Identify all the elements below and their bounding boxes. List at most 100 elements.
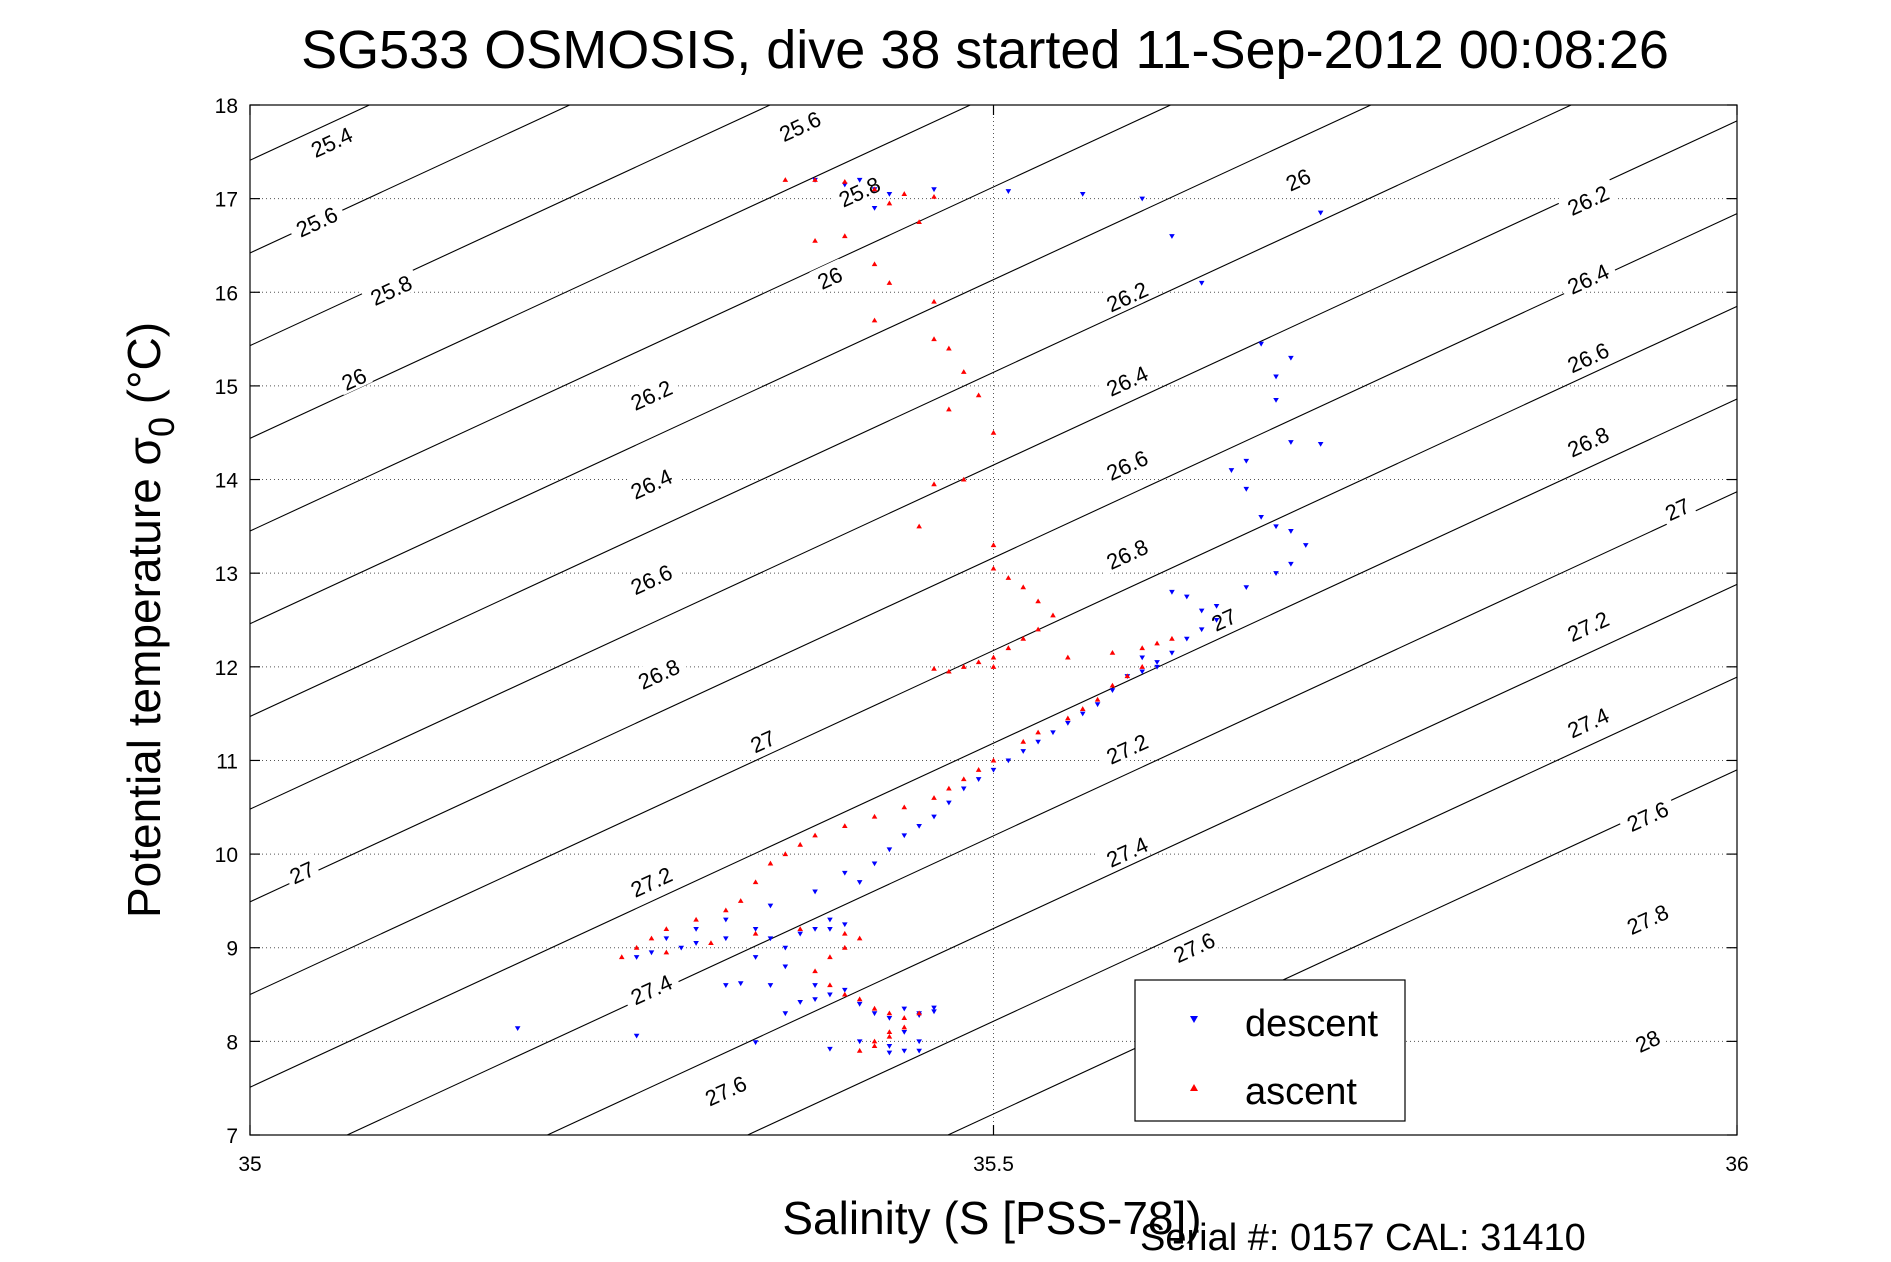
y-axis-label-main: Potential temperature σ bbox=[118, 437, 170, 918]
serial-cal-footer: Serial #: 0157 CAL: 31410 bbox=[1140, 1217, 1586, 1259]
data-point-descent bbox=[693, 927, 699, 932]
data-point-descent bbox=[514, 1026, 521, 1032]
data-point-ascent bbox=[960, 776, 967, 782]
data-point-descent bbox=[871, 206, 878, 211]
data-point-descent bbox=[886, 1044, 893, 1049]
data-point-ascent bbox=[842, 823, 848, 828]
data-point-ascent bbox=[1109, 649, 1116, 655]
data-point-descent bbox=[827, 917, 833, 923]
data-point-ascent bbox=[1139, 664, 1145, 669]
data-point-ascent bbox=[871, 317, 878, 323]
contour-label-bg bbox=[1557, 417, 1618, 463]
data-point-ascent bbox=[856, 1047, 863, 1053]
data-point-descent bbox=[678, 945, 685, 951]
data-point-descent bbox=[931, 1009, 937, 1015]
data-point-descent bbox=[812, 983, 818, 988]
data-point-ascent bbox=[946, 345, 952, 351]
data-point-descent bbox=[1288, 561, 1294, 567]
contour-label-bg bbox=[1096, 529, 1157, 576]
contour-label-bg bbox=[1627, 1021, 1667, 1058]
data-point-ascent bbox=[782, 177, 789, 182]
data-point-ascent bbox=[960, 476, 967, 482]
data-point-ascent bbox=[827, 954, 833, 960]
y-tick-label: 9 bbox=[226, 938, 238, 961]
series-descent bbox=[514, 177, 1324, 1056]
data-point-descent bbox=[1228, 468, 1235, 473]
data-point-ascent bbox=[782, 851, 789, 857]
contour-label-bg bbox=[694, 1066, 756, 1112]
data-point-ascent bbox=[931, 481, 937, 487]
data-point-ascent bbox=[901, 804, 908, 810]
data-point-ascent bbox=[871, 813, 878, 819]
data-point-descent bbox=[797, 1000, 803, 1005]
data-point-descent bbox=[990, 767, 997, 773]
data-point-ascent bbox=[1020, 584, 1027, 590]
chart-title: SG533 OSMOSIS, dive 38 started 11-Sep-20… bbox=[301, 20, 1669, 80]
density-contour-line bbox=[249, 398, 1738, 1088]
data-point-descent bbox=[767, 936, 774, 942]
x-tick-label: 35 bbox=[238, 1153, 261, 1176]
data-point-descent bbox=[1302, 543, 1309, 548]
contour-label-bg bbox=[1096, 272, 1157, 318]
data-point-ascent bbox=[1020, 635, 1027, 641]
data-point-descent bbox=[1184, 594, 1190, 600]
y-tick-label: 16 bbox=[215, 282, 238, 305]
data-point-descent bbox=[871, 861, 878, 867]
data-point-descent bbox=[842, 922, 848, 928]
data-point-descent bbox=[767, 903, 774, 909]
data-point-ascent bbox=[1065, 715, 1071, 721]
data-point-descent bbox=[1198, 627, 1205, 633]
data-point-descent bbox=[1050, 730, 1056, 736]
data-points bbox=[514, 177, 1324, 1056]
y-tick-label: 7 bbox=[226, 1125, 238, 1148]
data-point-descent bbox=[886, 1050, 893, 1056]
data-point-descent bbox=[916, 824, 922, 829]
data-point-ascent bbox=[871, 1038, 878, 1044]
density-contour-line bbox=[747, 676, 1738, 1136]
density-contour-line bbox=[249, 305, 1738, 996]
data-point-descent bbox=[1094, 702, 1101, 708]
data-point-descent bbox=[1079, 191, 1086, 197]
data-point-ascent bbox=[842, 233, 848, 239]
contour-label-bg bbox=[1096, 724, 1157, 771]
data-point-descent bbox=[916, 1048, 922, 1054]
data-point-descent bbox=[812, 889, 818, 895]
data-point-ascent bbox=[737, 898, 744, 903]
legend: descent ascent bbox=[1134, 979, 1406, 1122]
data-point-descent bbox=[886, 191, 893, 197]
contour-label-bg bbox=[627, 649, 689, 696]
contour-label-bg bbox=[1616, 792, 1678, 838]
data-point-descent bbox=[827, 992, 833, 998]
data-point-ascent bbox=[633, 944, 640, 950]
contour-label-bg bbox=[1657, 490, 1697, 526]
data-point-descent bbox=[856, 1039, 863, 1045]
data-point-descent bbox=[633, 1033, 640, 1039]
data-point-ascent bbox=[901, 191, 908, 196]
data-point-ascent bbox=[842, 991, 848, 997]
data-point-ascent bbox=[886, 1029, 893, 1034]
data-point-ascent bbox=[871, 186, 878, 192]
data-point-ascent bbox=[1035, 626, 1041, 632]
y-tick-label: 13 bbox=[215, 563, 238, 586]
density-contour-line bbox=[249, 120, 1738, 810]
data-point-ascent bbox=[916, 523, 922, 529]
data-point-ascent bbox=[1109, 682, 1116, 688]
data-point-ascent bbox=[931, 298, 937, 304]
data-point-descent bbox=[1139, 655, 1145, 661]
data-point-ascent bbox=[901, 1015, 908, 1020]
data-point-descent bbox=[1273, 374, 1279, 380]
data-point-descent bbox=[1198, 280, 1205, 286]
x-tick-label: 35.5 bbox=[973, 1153, 1014, 1176]
data-point-descent bbox=[1109, 688, 1116, 694]
contour-label-bg bbox=[768, 102, 830, 148]
data-point-ascent bbox=[990, 757, 997, 763]
data-point-descent bbox=[782, 964, 789, 970]
contour-label-bg bbox=[1557, 333, 1618, 379]
data-point-descent bbox=[723, 917, 729, 923]
contour-label-bg bbox=[1096, 441, 1157, 487]
data-point-ascent bbox=[1005, 575, 1012, 580]
data-point-descent bbox=[1139, 196, 1145, 202]
data-point-descent bbox=[1020, 749, 1027, 754]
data-point-descent bbox=[1154, 660, 1160, 665]
